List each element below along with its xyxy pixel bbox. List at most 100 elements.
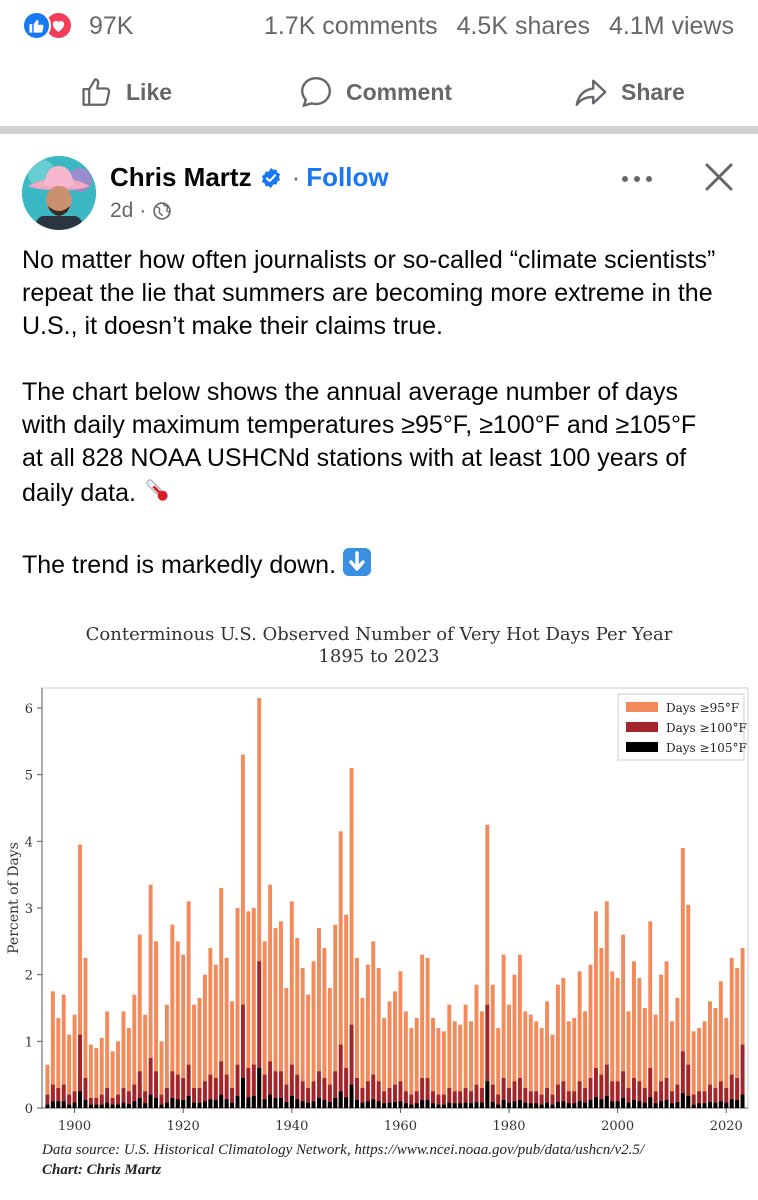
header-separator: · — [291, 162, 301, 192]
close-icon[interactable] — [704, 162, 734, 197]
bar-105f — [148, 1094, 153, 1108]
bar-105f — [675, 1102, 680, 1108]
bar-105f — [50, 1101, 55, 1108]
bar-105f — [279, 1098, 283, 1108]
reaction-count[interactable]: 97K — [89, 12, 134, 40]
share-button[interactable]: Share — [573, 70, 685, 114]
bar-105f — [230, 1102, 235, 1108]
bar-100f — [181, 1078, 186, 1108]
bar-105f — [583, 1102, 588, 1108]
bar-95f — [436, 1028, 441, 1108]
bar-100f — [479, 1088, 484, 1108]
bar-100f — [604, 1064, 609, 1108]
bar-95f — [490, 984, 495, 1108]
bar-95f — [425, 958, 430, 1108]
bar-95f — [414, 1018, 419, 1108]
bar-100f — [398, 1081, 403, 1108]
bar-95f — [740, 948, 745, 1108]
bar-100f — [349, 1024, 354, 1108]
bar-100f — [300, 1081, 305, 1108]
bar-95f — [566, 1021, 571, 1108]
chart-image[interactable]: Conterminous U.S. Observed Number of Ver… — [0, 618, 758, 1200]
bar-105f — [474, 1102, 479, 1108]
bar-105f — [246, 1097, 251, 1108]
bar-100f — [333, 1071, 338, 1108]
bar-105f — [159, 1104, 164, 1108]
bar-100f — [45, 1094, 50, 1108]
bar-105f — [566, 1103, 571, 1108]
shares-count[interactable]: 4.5K shares — [456, 12, 590, 40]
bar-100f — [246, 1068, 251, 1108]
bar-105f — [507, 1102, 511, 1108]
bar-95f — [230, 1001, 235, 1108]
bar-105f — [403, 1103, 408, 1108]
y-tick-label: 4 — [25, 835, 33, 850]
bar-100f — [403, 1091, 408, 1108]
thermometer-emoji — [142, 475, 172, 514]
bar-95f — [713, 1008, 718, 1108]
bar-105f — [78, 1091, 82, 1108]
bar-105f — [240, 1078, 245, 1108]
bar-105f — [61, 1101, 66, 1108]
bar-95f — [306, 994, 311, 1108]
bar-100f — [653, 1091, 658, 1108]
follow-button[interactable]: Follow — [306, 162, 389, 192]
bar-100f — [735, 1078, 740, 1108]
bar-100f — [512, 1081, 517, 1108]
bar-95f — [72, 1014, 77, 1108]
more-options-icon[interactable] — [620, 172, 654, 190]
legend-label: Days ≥105°F — [666, 741, 747, 755]
legend-swatch — [626, 742, 658, 752]
bar-105f — [718, 1101, 723, 1108]
bar-105f — [539, 1104, 544, 1108]
bar-100f — [186, 1064, 191, 1108]
bar-100f — [311, 1081, 316, 1108]
bar-105f — [452, 1103, 457, 1108]
y-tick-label: 3 — [25, 902, 33, 917]
bar-100f — [610, 1081, 615, 1108]
bar-100f — [387, 1088, 392, 1108]
bar-100f — [251, 1064, 256, 1108]
bar-95f — [718, 981, 723, 1108]
bar-105f — [45, 1104, 50, 1108]
bar-95f — [154, 941, 158, 1108]
bar-95f — [279, 921, 283, 1108]
bar-105f — [257, 1068, 262, 1108]
x-tick-label: 1940 — [275, 1119, 308, 1134]
bar-95f — [615, 978, 620, 1108]
bar-95f — [577, 971, 582, 1108]
globe-icon — [153, 202, 172, 220]
bar-105f — [72, 1102, 77, 1108]
chart-credit-line: Chart: Chris Martz — [42, 1162, 162, 1178]
bar-100f — [94, 1098, 99, 1108]
bar-95f — [458, 1024, 463, 1108]
author-avatar[interactable] — [22, 156, 96, 230]
bar-100f — [56, 1088, 61, 1108]
author-name[interactable]: Chris Martz — [110, 162, 252, 192]
bar-95f — [479, 1011, 484, 1108]
bar-100f — [545, 1088, 550, 1108]
bar-105f — [355, 1100, 359, 1108]
post-timestamp[interactable]: 2d — [110, 199, 134, 222]
x-tick-label: 2020 — [710, 1119, 743, 1134]
bar-105f — [197, 1102, 202, 1108]
chart-source-line: Data source: U.S. Historical Climatology… — [42, 1142, 645, 1158]
bar-100f — [588, 1078, 593, 1108]
bar-95f — [431, 1018, 435, 1108]
legend-label: Days ≥95°F — [666, 701, 739, 715]
like-button[interactable]: Like — [80, 70, 172, 114]
comment-button[interactable]: Comment — [298, 70, 452, 114]
bar-95f — [202, 974, 207, 1108]
bar-100f — [110, 1098, 115, 1108]
bar-95f — [67, 1034, 72, 1108]
bar-105f — [164, 1102, 169, 1108]
comments-count[interactable]: 1.7K comments — [263, 12, 438, 40]
bar-95f — [126, 1028, 131, 1108]
bar-105f — [181, 1100, 186, 1108]
bar-95f — [659, 974, 664, 1108]
bar-100f — [279, 1071, 283, 1108]
bar-105f — [202, 1101, 207, 1108]
bar-100f — [724, 1088, 729, 1108]
bar-105f — [398, 1101, 403, 1108]
bar-95f — [170, 924, 175, 1108]
